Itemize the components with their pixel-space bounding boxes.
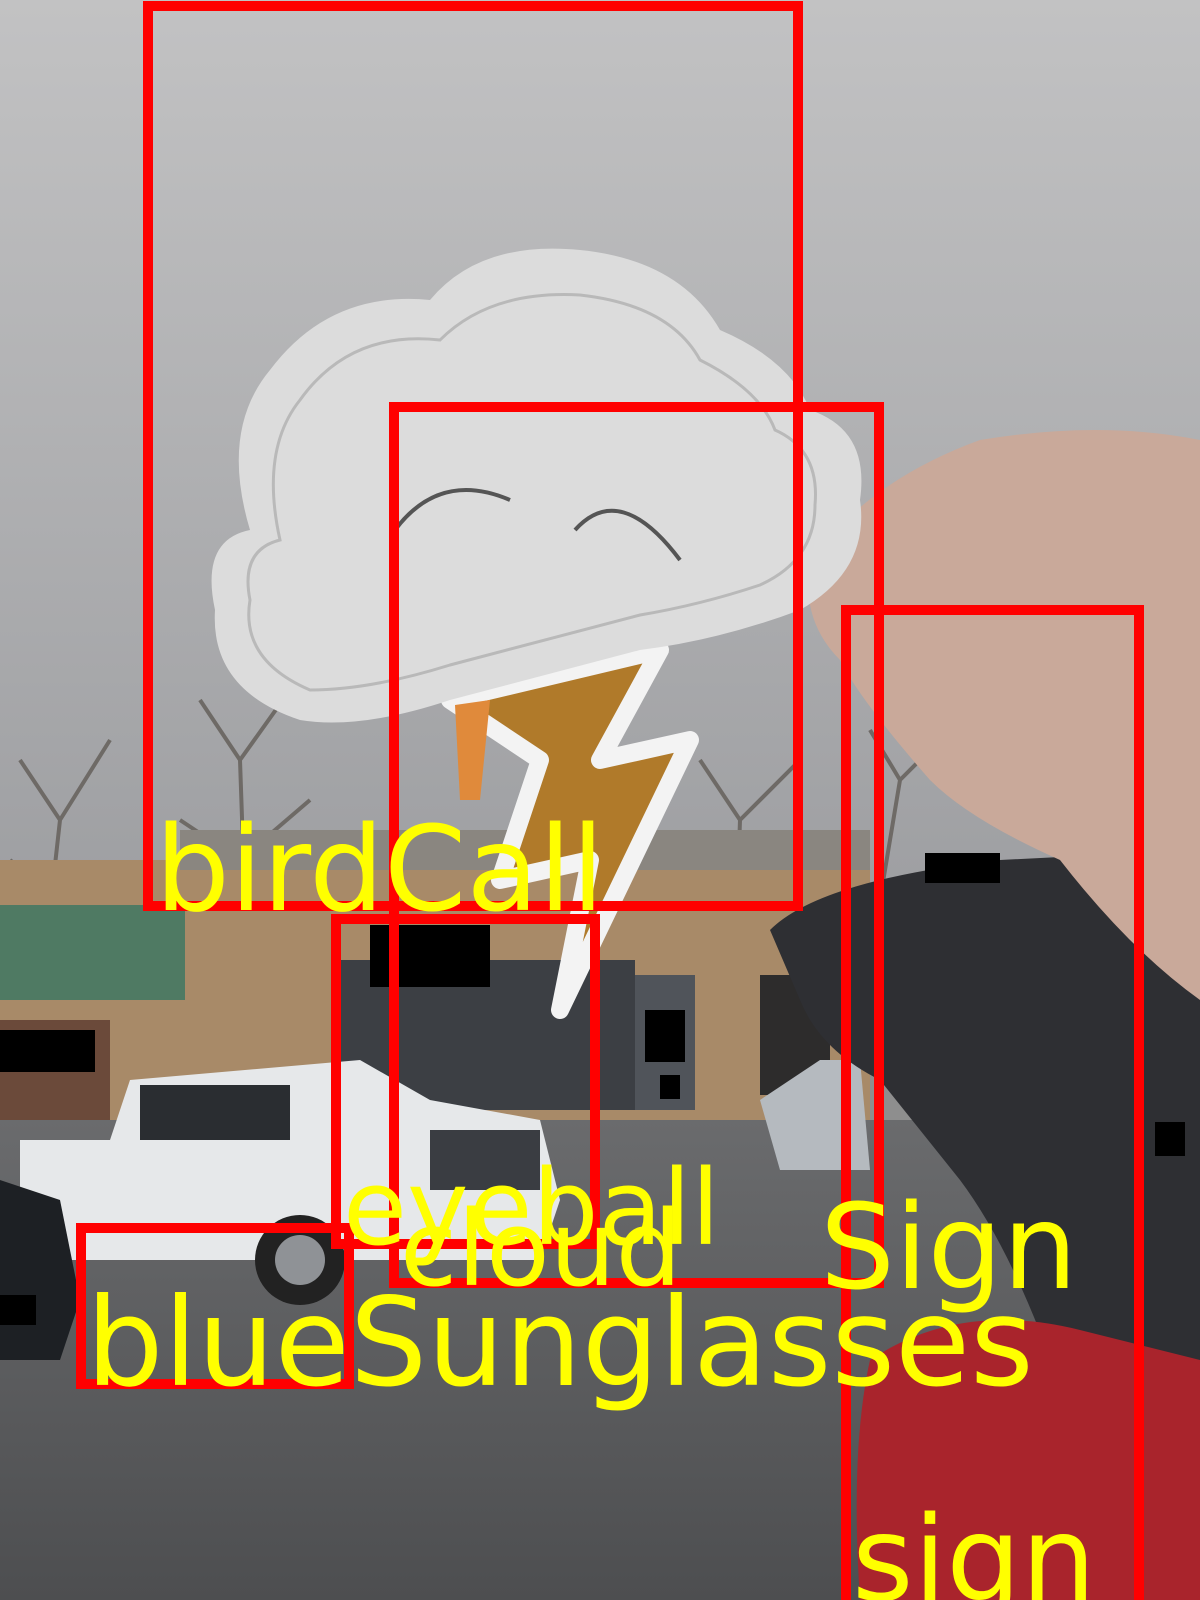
bird-call-label: birdCall xyxy=(155,800,604,938)
bolt-orange-stripe xyxy=(455,700,490,800)
green-awning xyxy=(0,905,185,1000)
cloud-smile-eye-left xyxy=(393,488,511,532)
lightning-bolt xyxy=(441,641,699,1019)
holding-hand xyxy=(808,430,1200,1000)
annotation-overlay: birdCall eyeball cloud Sign blueSunglass… xyxy=(76,1,1144,1600)
cloud-sticker-inner-outline xyxy=(246,293,817,692)
cloud-box xyxy=(389,402,884,1288)
sign-lower-label: sign xyxy=(852,1490,1096,1600)
blue-sunglasses-label: blueSunglasses xyxy=(86,1272,1034,1414)
blue-sunglasses-box xyxy=(76,1223,354,1389)
sign-box xyxy=(841,605,1144,1600)
redaction-block xyxy=(0,1030,95,1072)
red-car-hood xyxy=(856,1320,1200,1600)
redaction-block xyxy=(660,1075,680,1099)
white-pickup-truck xyxy=(20,1060,560,1305)
redaction-block xyxy=(1155,1122,1185,1156)
eyeball-label: eyeball xyxy=(343,1147,720,1269)
redaction-block xyxy=(0,1295,36,1325)
cloud-smile-eye-right xyxy=(573,508,682,562)
cloud-label: cloud xyxy=(400,1188,682,1310)
redaction-block xyxy=(645,1010,685,1062)
sign-upper-label: Sign xyxy=(820,1178,1077,1316)
bird-call-box xyxy=(143,1,803,911)
eyeball-box xyxy=(331,914,600,1249)
redaction-block xyxy=(925,853,1000,883)
